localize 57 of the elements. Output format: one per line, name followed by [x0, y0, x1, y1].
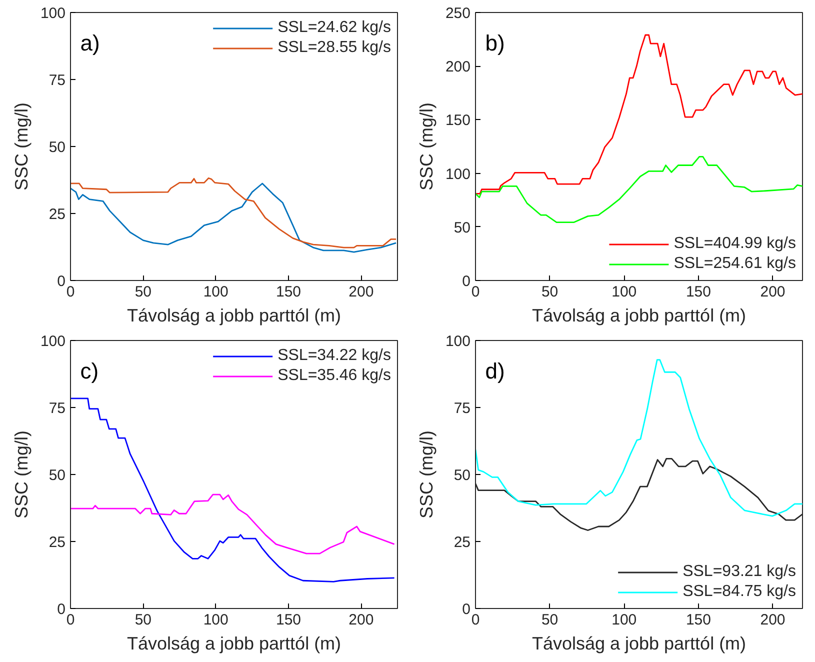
y-tick-label: 25 [454, 534, 471, 551]
y-tick-label: 75 [48, 72, 66, 89]
y-axis-title: SSC (mg/l) [416, 430, 436, 518]
x-tick-label: 150 [686, 612, 711, 628]
y-tick-label: 50 [454, 219, 471, 236]
legend-label: SSL=35.46 kg/s [278, 367, 391, 385]
legend-label: SSL=404.99 kg/s [674, 235, 796, 253]
legend-label: SSL=34.22 kg/s [278, 347, 391, 365]
x-tick-label: 150 [276, 284, 302, 300]
y-tick-label: 150 [445, 112, 471, 130]
x-axis-title: Távolság a jobb parttól (m) [532, 634, 746, 654]
y-tick-label: 100 [40, 5, 66, 22]
legend-label: SSL=28.55 kg/s [278, 39, 391, 57]
y-tick-label: 75 [48, 400, 66, 417]
x-tick-label: 200 [760, 284, 786, 300]
y-tick-label: 25 [48, 534, 66, 551]
y-tick-label: 0 [57, 273, 66, 290]
y-axis-title: SSC (mg/l) [416, 102, 436, 190]
x-tick-label: 100 [203, 612, 228, 628]
y-tick-label: 100 [445, 333, 471, 350]
x-tick-label: 200 [348, 284, 374, 300]
y-tick-label: 0 [462, 273, 470, 290]
x-axis-title: Távolság a jobb parttól (m) [532, 306, 746, 326]
annotation: c) [80, 358, 99, 384]
y-axis-title: SSC (mg/l) [11, 430, 32, 518]
annotation: b) [485, 30, 505, 56]
y-tick-label: 50 [48, 139, 66, 156]
x-axis-title: Távolság a jobb parttól (m) [126, 634, 342, 654]
y-tick-label: 50 [454, 467, 471, 484]
x-tick-label: 200 [760, 612, 786, 628]
y-tick-label: 0 [462, 601, 470, 618]
x-tick-label: 100 [203, 284, 228, 300]
y-tick-label: 200 [445, 58, 471, 76]
legend-label: SSL=254.61 kg/s [674, 255, 796, 273]
annotation: d) [485, 358, 505, 384]
y-axis-title: SSC (mg/l) [11, 102, 32, 190]
x-tick-label: 150 [686, 284, 711, 300]
y-tick-label: 75 [454, 400, 471, 417]
x-tick-label: 50 [541, 612, 558, 628]
y-tick-label: 0 [57, 601, 66, 618]
y-tick-label: 50 [48, 467, 66, 484]
x-tick-label: 50 [134, 612, 152, 628]
x-tick-label: 200 [348, 612, 374, 628]
x-axis-title: Távolság a jobb parttól (m) [126, 306, 342, 326]
annotation: a) [80, 30, 100, 56]
x-tick-label: 100 [612, 612, 637, 628]
y-tick-label: 100 [445, 166, 471, 183]
legend-label: SSL=24.62 kg/s [278, 19, 391, 37]
legend-label: SSL=84.75 kg/s [682, 583, 796, 601]
x-tick-label: 50 [541, 284, 558, 300]
legend-label: SSL=93.21 kg/s [682, 563, 796, 581]
y-tick-label: 25 [48, 206, 66, 223]
y-tick-label: 100 [40, 333, 66, 350]
x-tick-label: 100 [612, 284, 637, 300]
y-tick-label: 250 [445, 5, 471, 22]
x-tick-label: 150 [276, 612, 302, 628]
x-tick-label: 50 [134, 284, 152, 300]
